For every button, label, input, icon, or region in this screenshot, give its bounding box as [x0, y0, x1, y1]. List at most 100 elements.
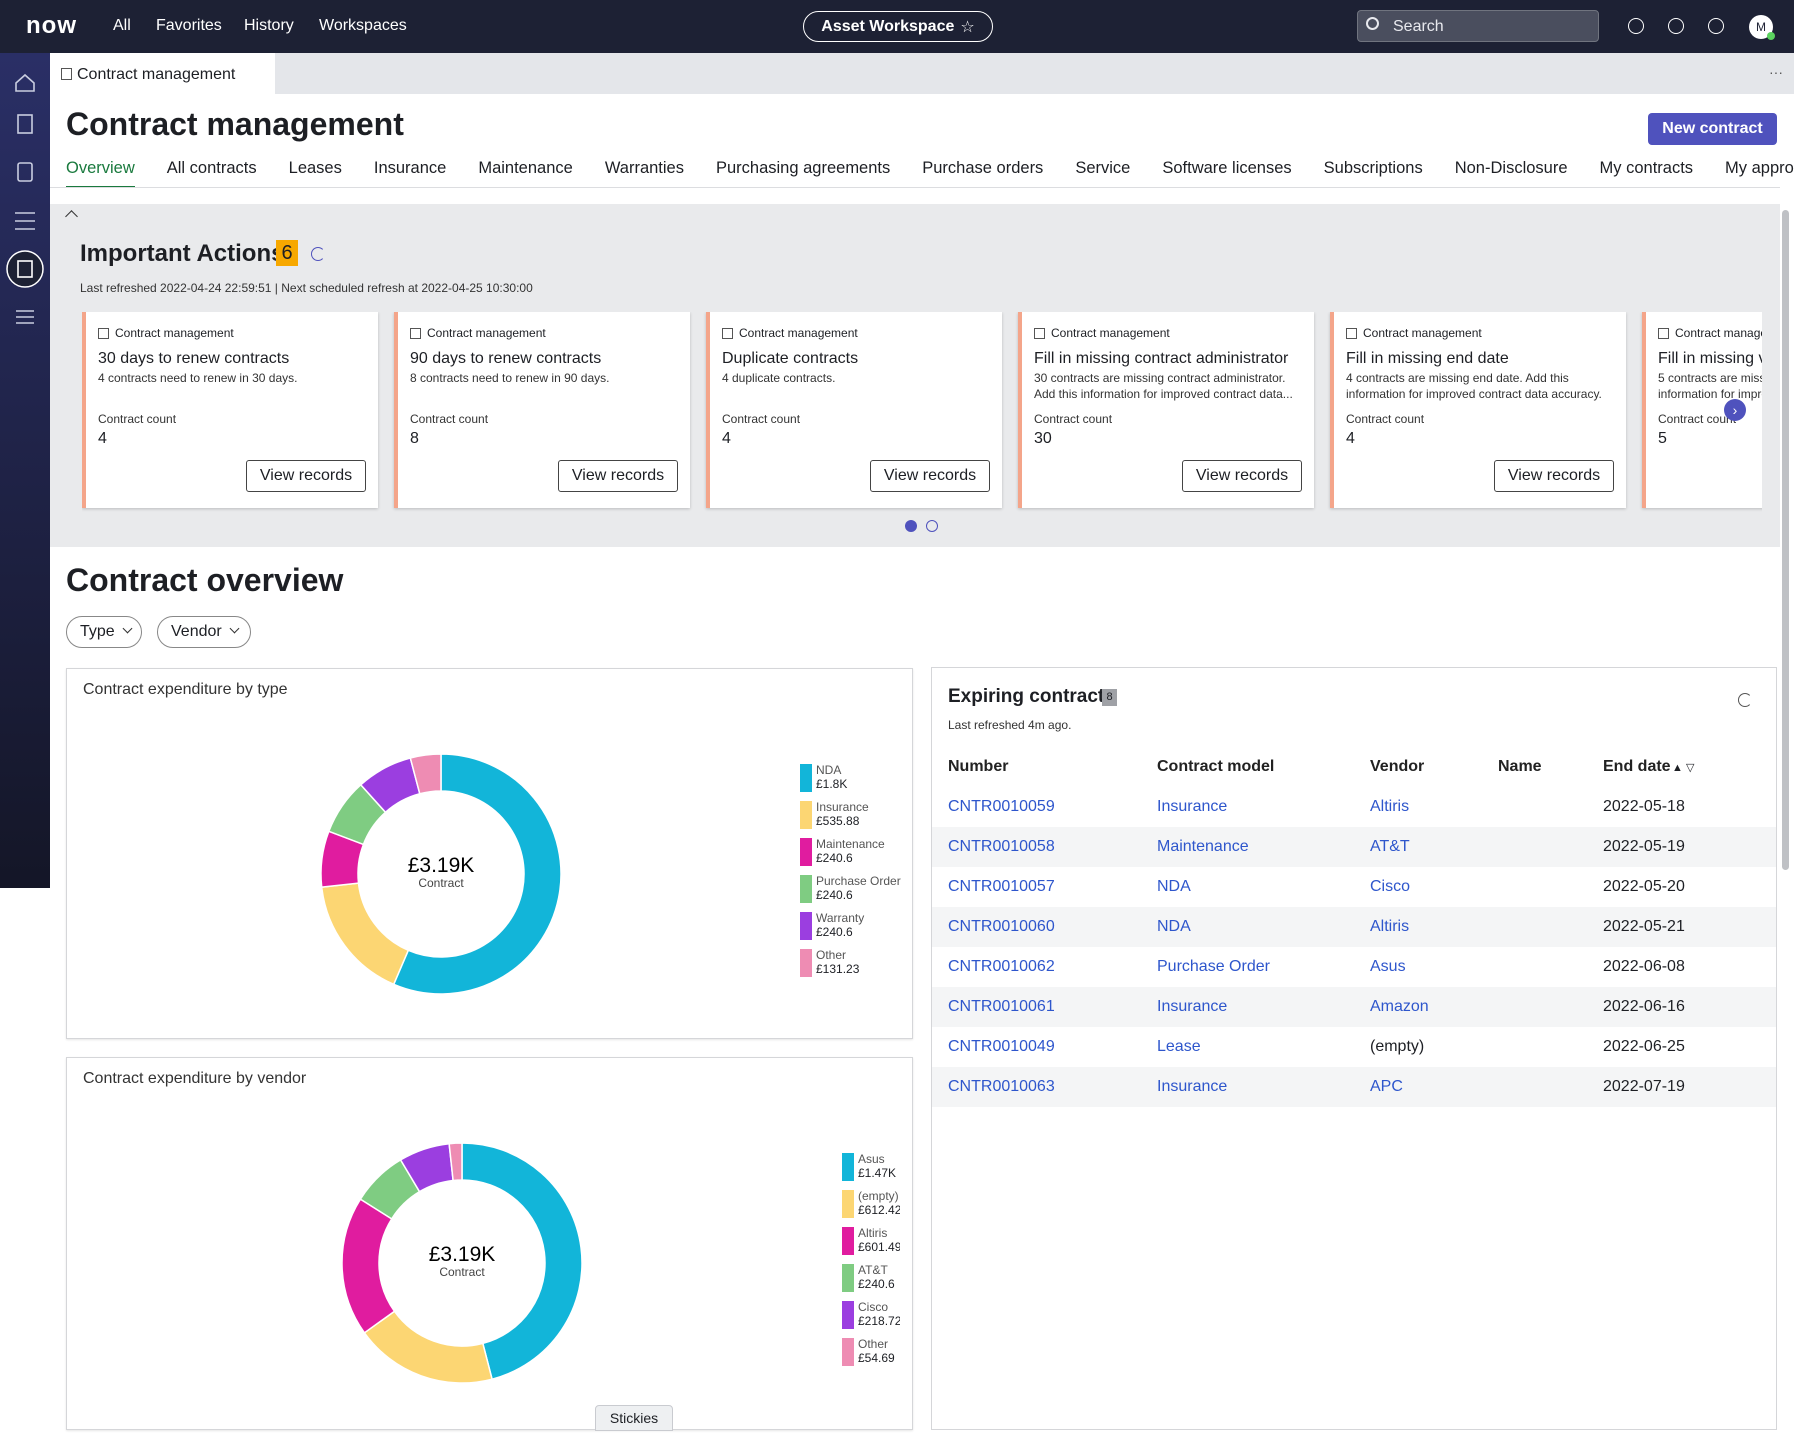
page-dot[interactable]	[926, 520, 938, 532]
table-row	[932, 1027, 1776, 1067]
scrollbar[interactable]	[1782, 210, 1789, 870]
search-placeholder: Search	[1393, 18, 1444, 35]
contract-number[interactable]: CNTR0010060	[948, 918, 1055, 935]
card-desc: 30 contracts are missing contract admini…	[1034, 371, 1293, 401]
chart-panel: Contract expenditure by vendor £3.19K Cont…	[66, 1057, 913, 1430]
tab-item[interactable]: Overview	[66, 159, 135, 188]
nav-icon[interactable]	[1628, 18, 1644, 34]
column-header[interactable]: Number	[948, 758, 1009, 775]
refresh-icon[interactable]	[1738, 693, 1752, 707]
tab-bar-rule	[50, 187, 1780, 188]
card-count: 4	[1346, 430, 1355, 447]
vendor[interactable]: Amazon	[1370, 998, 1429, 1015]
contract-number[interactable]: CNTR0010058	[948, 838, 1055, 855]
nav-link[interactable]: Favorites	[156, 17, 222, 34]
refresh-icon[interactable]	[311, 247, 325, 261]
vendor[interactable]: Cisco	[1370, 878, 1411, 895]
tab-item[interactable]: All contracts	[166, 159, 257, 177]
tab-item[interactable]: Software licenses	[1162, 159, 1292, 177]
tab-item[interactable]: Purchase orders	[922, 159, 1044, 177]
contract-model[interactable]: Insurance	[1157, 1078, 1228, 1095]
legend-label: Maintenance	[816, 837, 885, 851]
next-arrow[interactable]: ›	[1724, 399, 1746, 421]
card-count-label: Contract count	[1658, 412, 1737, 426]
view-records-button[interactable]: View records	[870, 460, 990, 492]
clipboard-icon[interactable]	[17, 162, 33, 182]
contract-number[interactable]: CNTR0010057	[948, 878, 1055, 895]
vendor[interactable]: Altiris	[1370, 798, 1410, 815]
nav-link[interactable]: Workspaces	[319, 17, 407, 34]
tab-label: Contract management	[77, 66, 236, 83]
contract-model[interactable]: Purchase Order	[1157, 958, 1270, 975]
nav-icon[interactable]	[1668, 18, 1684, 34]
tab-item[interactable]: My approvals	[1725, 159, 1794, 177]
nav-link[interactable]: All	[113, 17, 131, 34]
vendor[interactable]: Asus	[1370, 958, 1406, 975]
tab-item[interactable]: Subscriptions	[1323, 159, 1423, 177]
legend-value: £240.6	[816, 851, 853, 865]
tab-item[interactable]: Warranties	[604, 159, 684, 177]
filter-button[interactable]: Vendor	[157, 616, 251, 648]
contract-number[interactable]: CNTR0010062	[948, 958, 1055, 975]
stickies-button[interactable]: Stickies	[595, 1405, 673, 1431]
filter-icon[interactable]	[15, 212, 35, 230]
view-records-button[interactable]: View records	[558, 460, 678, 492]
contract-model[interactable]: NDA	[1157, 918, 1191, 935]
card-count: 4	[722, 430, 731, 447]
card-source: Contract management	[1675, 326, 1762, 340]
search-icon	[1366, 17, 1379, 30]
contract-number[interactable]: CNTR0010049	[948, 1038, 1055, 1055]
tab-item[interactable]: Non-Disclosure	[1454, 159, 1568, 177]
action-card: Contract management Fill in missing contr…	[1018, 312, 1314, 508]
tab-item[interactable]: Insurance	[373, 159, 447, 177]
nav-icon[interactable]	[1708, 18, 1724, 34]
end-date: 2022-06-08	[1603, 958, 1685, 975]
contract-model[interactable]: Lease	[1157, 1038, 1201, 1055]
vendor[interactable]: AT&T	[1370, 838, 1410, 855]
column-header[interactable]: Vendor	[1370, 758, 1425, 775]
column-header[interactable]: End date	[1603, 758, 1671, 775]
workspace-pill[interactable]: Asset Workspace ☆	[803, 11, 993, 42]
tab-item[interactable]: Service	[1075, 159, 1131, 177]
contract-model[interactable]: Maintenance	[1157, 838, 1249, 855]
nav-link[interactable]: History	[244, 17, 294, 34]
contract-number[interactable]: CNTR0010063	[948, 1078, 1055, 1095]
new-contract-button[interactable]: New contract	[1648, 113, 1777, 145]
view-records-button[interactable]: View records	[1494, 460, 1614, 492]
card-icon	[98, 328, 109, 339]
contract-number[interactable]: CNTR0010059	[948, 798, 1055, 815]
view-records-button[interactable]: View records	[1182, 460, 1302, 492]
home-icon[interactable]	[15, 73, 35, 92]
vendor[interactable]: Altiris	[1370, 918, 1410, 935]
page-tab[interactable]: Contract management	[50, 53, 275, 94]
column-header[interactable]: Name	[1498, 758, 1542, 775]
view-records-button[interactable]: View records	[246, 460, 366, 492]
legend-label: Cisco	[858, 1300, 889, 1314]
active-icon[interactable]	[6, 250, 44, 288]
card-count: 30	[1034, 430, 1052, 447]
contract-model[interactable]: Insurance	[1157, 798, 1228, 815]
card-icon	[410, 328, 421, 339]
contract-number[interactable]: CNTR0010061	[948, 998, 1055, 1015]
vendor[interactable]: APC	[1370, 1078, 1403, 1095]
tab-item[interactable]: My contracts	[1599, 159, 1694, 177]
tab-item[interactable]: Maintenance	[478, 159, 573, 177]
list-icon[interactable]	[16, 310, 34, 324]
sidebar	[0, 53, 50, 888]
column-header[interactable]: Contract model	[1157, 758, 1275, 775]
search-box[interactable]: Search	[1357, 10, 1599, 42]
table-row	[932, 867, 1776, 907]
building-icon[interactable]	[17, 114, 33, 134]
tab-item[interactable]: Leases	[288, 159, 342, 177]
more-icon: ···	[1769, 64, 1783, 80]
card-title: Duplicate contracts	[722, 350, 859, 367]
tab-item[interactable]: Purchasing agreements	[715, 159, 891, 177]
donut-center-value: £3.19K	[429, 1243, 496, 1266]
legend-label: AT&T	[858, 1263, 888, 1277]
filter-button[interactable]: Type	[66, 616, 142, 648]
page-dot[interactable]	[905, 520, 917, 532]
contract-model[interactable]: NDA	[1157, 878, 1191, 895]
contract-model[interactable]: Insurance	[1157, 998, 1228, 1015]
legend-swatch	[842, 1227, 854, 1255]
